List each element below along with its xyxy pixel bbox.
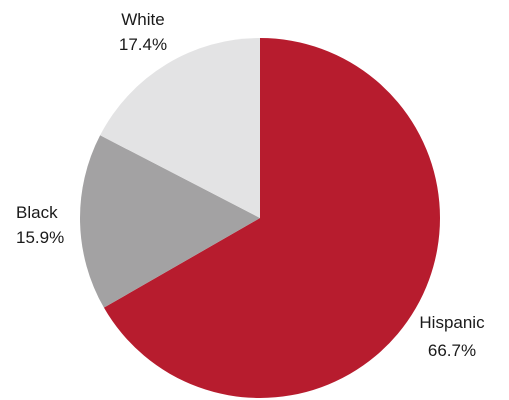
- slice-label-black: Black: [16, 203, 58, 222]
- pie-slice-hispanic: [103, 38, 441, 398]
- slice-value-hispanic: 66.7%: [428, 341, 476, 360]
- pie-slices: [79, 38, 441, 398]
- slice-value-black: 15.9%: [16, 228, 64, 247]
- slice-label-hispanic: Hispanic: [419, 313, 485, 332]
- pie-slice-white: [100, 38, 260, 218]
- pie-slice-black: [79, 135, 260, 308]
- slice-label-white: White: [121, 10, 164, 29]
- slice-value-white: 17.4%: [119, 35, 167, 54]
